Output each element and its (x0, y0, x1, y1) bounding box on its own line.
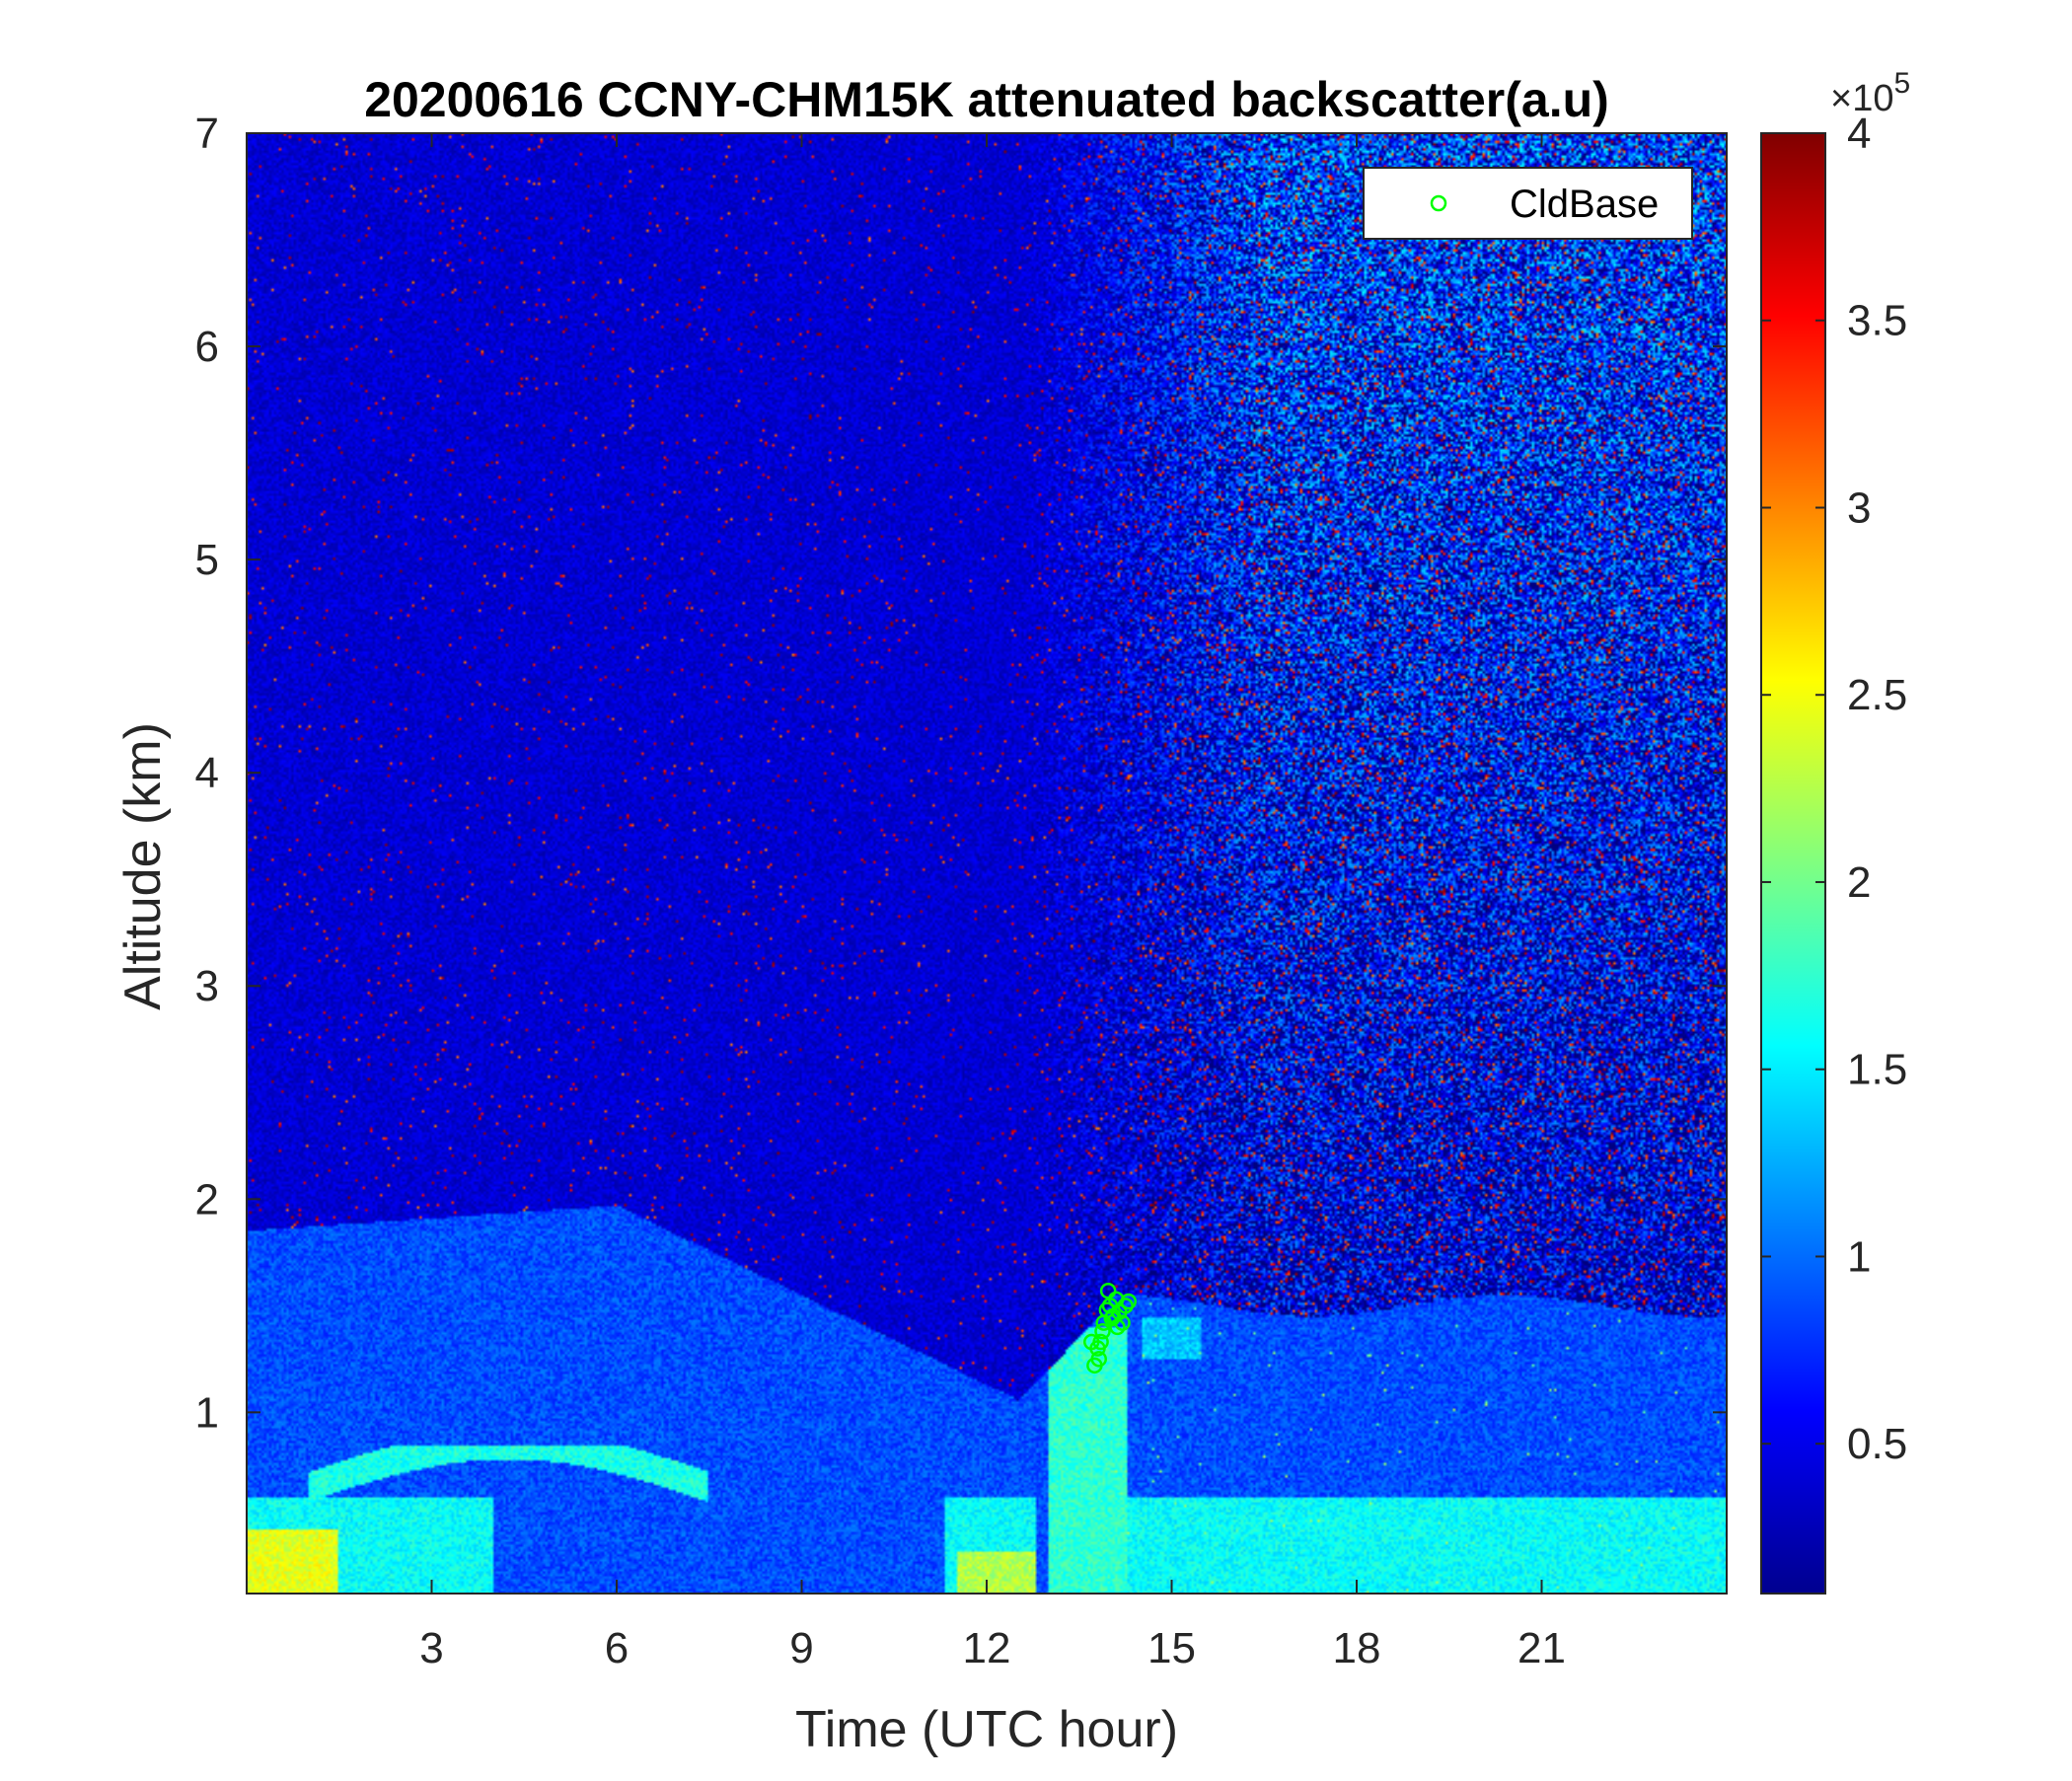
colorbar-tick-label: 3 (1847, 483, 1871, 532)
x-axis: 3 6 9 12 15 18 21 (419, 133, 1566, 1672)
colorbar-tick-label: 2.5 (1847, 671, 1907, 719)
x-tick-label: 15 (1147, 1624, 1196, 1672)
x-tick-label: 6 (605, 1624, 629, 1672)
y-tick-label: 6 (195, 323, 219, 371)
colorbar-tick-label: 3.5 (1847, 297, 1907, 345)
chart-title: 20200616 CCNY-CHM15K attenuated backscat… (364, 72, 1609, 127)
y-tick-label: 5 (195, 536, 219, 584)
colorbar-tick-label: 4 (1847, 110, 1871, 158)
colorbar-tick-label: 0.5 (1847, 1420, 1907, 1468)
colorbar-ticks: 0.5 1 1.5 2 2.5 3 3.5 4 (1761, 110, 1907, 1468)
colorbar-exponent: 5 (1893, 67, 1910, 100)
colorbar-tick-label: 1.5 (1847, 1046, 1907, 1094)
cldbase-point (1092, 1333, 1109, 1351)
colorbar-gradient (1761, 133, 1825, 1594)
y-tick-label: 7 (195, 110, 219, 158)
colorbar-tick-label: 1 (1847, 1232, 1871, 1281)
cldbase-point (1090, 1351, 1107, 1368)
cldbase-series (1083, 1282, 1137, 1374)
cldbase-point (1114, 1314, 1131, 1331)
cldbase-point (1099, 1282, 1117, 1299)
x-tick-label: 3 (419, 1624, 443, 1672)
y-axis: 1 2 3 4 5 6 7 (195, 110, 1727, 1437)
cldbase-point (1094, 1322, 1111, 1340)
y-tick-label: 1 (195, 1388, 219, 1437)
x-tick-label: 18 (1333, 1624, 1381, 1672)
colorbar-frame (1760, 132, 1826, 1595)
x-tick-label: 9 (789, 1624, 813, 1672)
x-tick-label: 12 (963, 1624, 1011, 1672)
legend-label-cldbase: CldBase (1510, 183, 1659, 226)
cldbase-point (1083, 1333, 1100, 1351)
cldbase-point (1120, 1293, 1137, 1310)
x-axis-label: Time (UTC hour) (795, 1701, 1178, 1758)
colorbar: 0.5 1 1.5 2 2.5 3 3.5 4 ×105 (1760, 67, 1910, 1595)
colorbar-multiplier-base: ×10 (1830, 78, 1893, 119)
y-tick-label: 4 (195, 749, 219, 797)
heatmap-image (247, 133, 1727, 1594)
legend-box (1363, 167, 1693, 240)
y-tick-label: 3 (195, 962, 219, 1010)
legend-marker-icon (1430, 194, 1447, 212)
y-axis-label: Altitude (km) (114, 722, 172, 1010)
colorbar-multiplier: ×105 (1830, 67, 1910, 119)
legend: CldBase (1363, 167, 1693, 240)
colorbar-tick-label: 2 (1847, 858, 1871, 907)
y-tick-label: 2 (195, 1175, 219, 1224)
x-tick-label: 21 (1517, 1624, 1566, 1672)
cldbase-point (1103, 1310, 1121, 1327)
heatmap-field (247, 133, 1727, 1594)
